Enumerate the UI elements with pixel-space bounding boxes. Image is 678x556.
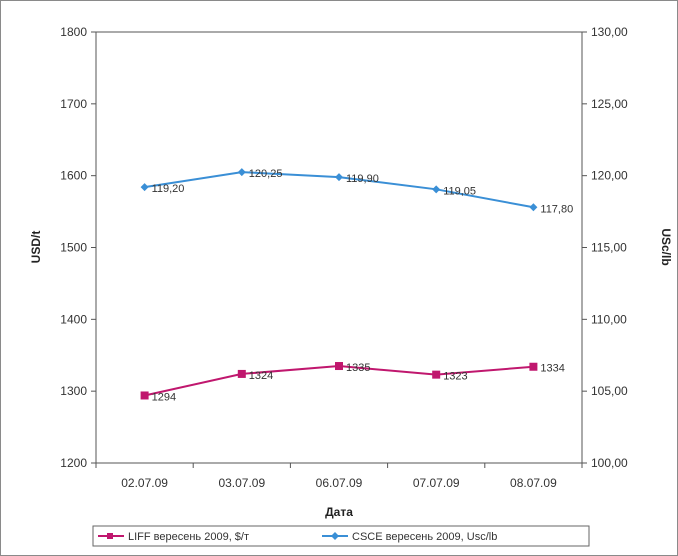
left-y-axis-title: USD/t bbox=[29, 231, 43, 264]
csce-point bbox=[140, 183, 149, 192]
csce-data-label: 119,20 bbox=[152, 183, 185, 195]
left-y-tick-label: 1700 bbox=[60, 97, 87, 111]
csce-data-label: 119,90 bbox=[346, 173, 379, 185]
left-y-ticks: 1200 1300 1400 1500 1600 1700 1800 bbox=[60, 25, 96, 470]
left-y-tick-label: 1500 bbox=[60, 241, 87, 255]
left-y-tick-label: 1200 bbox=[60, 456, 87, 470]
right-y-tick-label: 125,00 bbox=[591, 97, 628, 111]
right-y-axis-title: USc/lb bbox=[659, 228, 673, 265]
x-tick-label: 07.07.09 bbox=[413, 476, 460, 490]
liff-data-label: 1324 bbox=[249, 370, 273, 382]
left-y-tick-label: 1300 bbox=[60, 384, 87, 398]
left-y-tick-label: 1600 bbox=[60, 169, 87, 183]
legend: LIFF вересень 2009, $/т CSCE вересень 20… bbox=[92, 525, 590, 547]
csce-data-label: 119,05 bbox=[443, 185, 476, 197]
liff-data-label: 1334 bbox=[540, 363, 564, 375]
x-tick-label: 03.07.09 bbox=[218, 476, 265, 490]
data-labels: 1294 1324 1335 1323 1334 119,20 120,25 119,90 11… bbox=[152, 168, 574, 403]
liff-data-label: 1323 bbox=[443, 371, 467, 383]
csce-point bbox=[335, 173, 343, 182]
right-y-tick-label: 110,00 bbox=[591, 312, 627, 326]
right-y-tick-label: 130,00 bbox=[591, 25, 628, 39]
left-y-tick-label: 1400 bbox=[60, 312, 87, 326]
series-lines bbox=[144, 171, 534, 397]
series-markers bbox=[140, 168, 538, 400]
csce-point bbox=[237, 168, 246, 177]
series-line-liff bbox=[144, 365, 534, 397]
csce-point bbox=[529, 203, 538, 212]
liff-point bbox=[432, 370, 441, 379]
right-y-tick-label: 100,00 bbox=[591, 456, 628, 470]
x-tick-label: 06.07.09 bbox=[316, 476, 363, 490]
liff-data-label: 1335 bbox=[346, 362, 370, 374]
liff-point bbox=[237, 369, 246, 378]
legend-csce-label: CSCE вересень 2009, Usc/lb bbox=[352, 531, 497, 543]
right-y-tick-label: 105,00 bbox=[591, 384, 628, 398]
legend-csce-marker bbox=[331, 532, 339, 540]
left-y-tick-label: 1800 bbox=[60, 25, 87, 39]
liff-point bbox=[529, 362, 538, 371]
right-y-tick-label: 120,00 bbox=[591, 169, 628, 183]
csce-data-label: 117,80 bbox=[540, 203, 573, 215]
right-y-tick-label: 115,00 bbox=[591, 241, 627, 255]
x-ticks: 02.07.09 03.07.09 06.07.09 07.07.09 08.07.09 bbox=[95, 463, 583, 490]
legend-liff-marker bbox=[107, 533, 113, 539]
legend-liff-label: LIFF вересень 2009, $/т bbox=[128, 531, 249, 543]
liff-data-label: 1294 bbox=[152, 391, 176, 403]
liff-point bbox=[140, 391, 149, 400]
liff-point bbox=[335, 362, 343, 371]
x-tick-label: 08.07.09 bbox=[510, 476, 557, 490]
x-tick-label: 02.07.09 bbox=[121, 476, 168, 490]
csce-data-label: 120,25 bbox=[249, 168, 283, 180]
csce-point bbox=[432, 185, 441, 194]
right-y-ticks: 100,00 105,00 110,00 115,00 120,00 125,00 130,… bbox=[582, 25, 628, 470]
x-axis-title: Дата bbox=[325, 505, 353, 519]
